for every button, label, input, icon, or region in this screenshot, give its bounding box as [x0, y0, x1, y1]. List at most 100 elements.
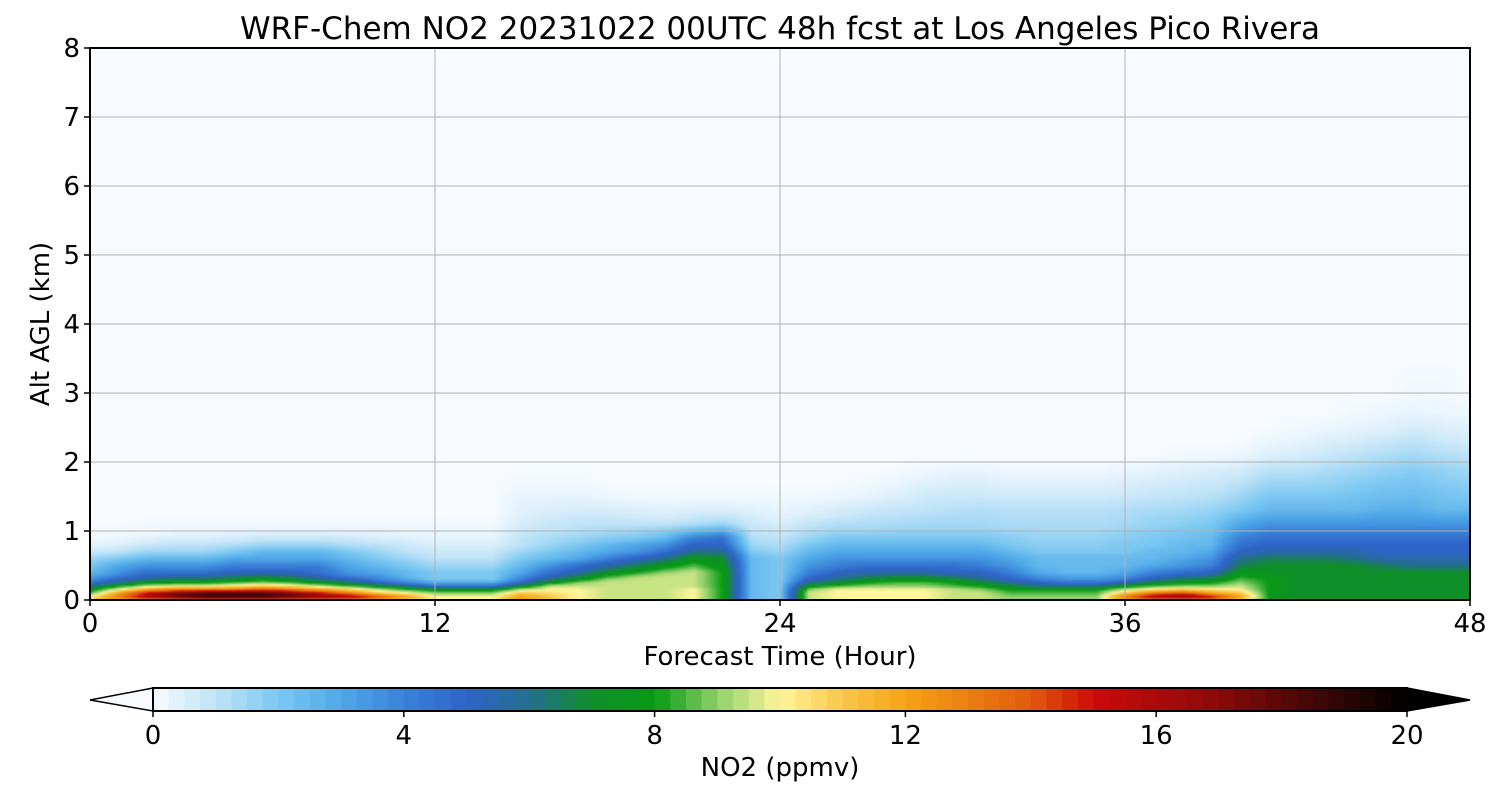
colorbar-swatch	[732, 688, 750, 711]
colorbar-tick-label: 4	[396, 721, 413, 751]
x-tick-label: 24	[763, 609, 796, 639]
colorbar-swatch	[1203, 688, 1220, 711]
colorbar-swatch	[200, 688, 217, 711]
colorbar-swatch	[811, 688, 828, 711]
colorbar-swatch	[999, 688, 1016, 711]
colorbar-tick-label: 16	[1140, 721, 1173, 751]
colorbar-swatch	[1328, 688, 1345, 711]
colorbar-swatch	[1124, 688, 1142, 711]
y-tick-label: 3	[63, 379, 80, 409]
x-tick-label: 0	[82, 609, 99, 639]
y-tick-label: 1	[63, 517, 80, 547]
colorbar-swatch	[623, 688, 640, 711]
y-tick-label: 5	[63, 241, 80, 271]
colorbar-swatch	[1015, 688, 1032, 711]
colorbar-swatch	[482, 688, 499, 711]
colorbar-swatch	[1234, 688, 1251, 711]
x-axis-label: Forecast Time (Hour)	[643, 642, 916, 672]
colorbar-swatch	[983, 688, 1001, 711]
colorbar-swatch	[231, 688, 248, 711]
colorbar-swatch	[874, 688, 891, 711]
y-tick-label: 4	[63, 310, 80, 340]
colorbar-swatch	[294, 688, 311, 711]
colorbar-swatch	[905, 688, 922, 711]
x-tick-label: 12	[418, 609, 451, 639]
colorbar-swatch	[780, 688, 797, 711]
colorbar-swatch	[591, 688, 609, 711]
colorbar-tick-label: 12	[889, 721, 922, 751]
colorbar-tick-label: 20	[1390, 721, 1423, 751]
colorbar-swatch	[403, 688, 421, 711]
colorbar-swatch	[356, 688, 374, 711]
colorbar-swatch	[748, 688, 765, 711]
colorbar-swatch	[795, 688, 812, 711]
colorbar-swatch	[309, 688, 327, 711]
colorbar-swatch	[325, 688, 342, 711]
colorbar-extend-high	[1406, 687, 1471, 712]
colorbar-swatch	[827, 688, 844, 711]
colorbar-swatch	[1062, 688, 1079, 711]
colorbar-swatch	[544, 688, 562, 711]
grid-lines	[90, 48, 1470, 600]
colorbar-swatch	[262, 688, 279, 711]
y-tick-label: 0	[63, 586, 80, 616]
colorbar: 0 4 8 12 16 20 NO2 (ppmv)	[89, 687, 1471, 783]
x-tick-label: 36	[1108, 609, 1141, 639]
colorbar-swatch	[1344, 688, 1361, 711]
colorbar-swatch	[1375, 688, 1392, 711]
colorbar-swatch	[278, 688, 295, 711]
colorbar-swatch	[1030, 688, 1048, 711]
colorbar-swatch	[497, 688, 515, 711]
colorbar-swatch	[419, 688, 436, 711]
colorbar-swatch	[1391, 688, 1408, 711]
colorbar-swatch	[858, 688, 875, 711]
colorbar-extend-low	[89, 687, 154, 712]
x-tick-label: 48	[1453, 609, 1486, 639]
colorbar-swatch	[685, 688, 703, 711]
colorbar-swatch	[1359, 688, 1377, 711]
colorbar-swatch	[1265, 688, 1283, 711]
chart-title: WRF-Chem NO2 20231022 00UTC 48h fcst at …	[240, 11, 1320, 47]
colorbar-swatch	[1109, 688, 1126, 711]
y-axis-label: Alt AGL (km)	[26, 242, 56, 406]
colorbar-swatch	[1093, 688, 1110, 711]
y-tick-label: 8	[63, 34, 80, 64]
colorbar-frame	[152, 687, 1408, 712]
colorbar-swatch	[529, 688, 546, 711]
colorbar-swatch	[466, 688, 483, 711]
colorbar-swatch	[607, 688, 624, 711]
colorbar-swatch	[701, 688, 718, 711]
colorbar-swatch	[372, 688, 389, 711]
colorbar-swatch	[1077, 688, 1095, 711]
colorbar-swatch	[1187, 688, 1204, 711]
colorbar-swatch	[1171, 688, 1189, 711]
colorbar-swatch	[153, 688, 170, 711]
colorbar-swatch	[341, 688, 358, 711]
colorbar-swatch	[889, 688, 906, 711]
colorbar-swatch	[388, 688, 405, 711]
colorbar-swatch	[1156, 688, 1173, 711]
colorbar-tick-label: 8	[646, 721, 663, 751]
colorbar-swatch	[952, 688, 969, 711]
colorbar-swatch	[435, 688, 452, 711]
colorbar-swatch	[1218, 688, 1236, 711]
colorbar-swatch	[654, 688, 671, 711]
colorbar-tick-label: 0	[145, 721, 162, 751]
colorbar-label: NO2 (ppmv)	[701, 753, 860, 783]
colorbar-ticks: 0 4 8 12 16 20	[145, 711, 1424, 751]
y-tick-label: 2	[63, 448, 80, 478]
colorbar-swatch	[576, 688, 593, 711]
colorbar-swatch	[247, 688, 264, 711]
colorbar-swatch	[968, 688, 985, 711]
colorbar-swatch	[1140, 688, 1157, 711]
colorbar-swatch	[717, 688, 734, 711]
colorbar-swatches	[153, 688, 1408, 711]
colorbar-swatch	[936, 688, 954, 711]
colorbar-swatch	[921, 688, 938, 711]
colorbar-swatch	[215, 688, 232, 711]
colorbar-swatch	[513, 688, 530, 711]
y-axis: 0 1 2 3 4 5 6 7 8	[63, 34, 90, 616]
colorbar-swatch	[842, 688, 859, 711]
colorbar-swatch	[560, 688, 577, 711]
